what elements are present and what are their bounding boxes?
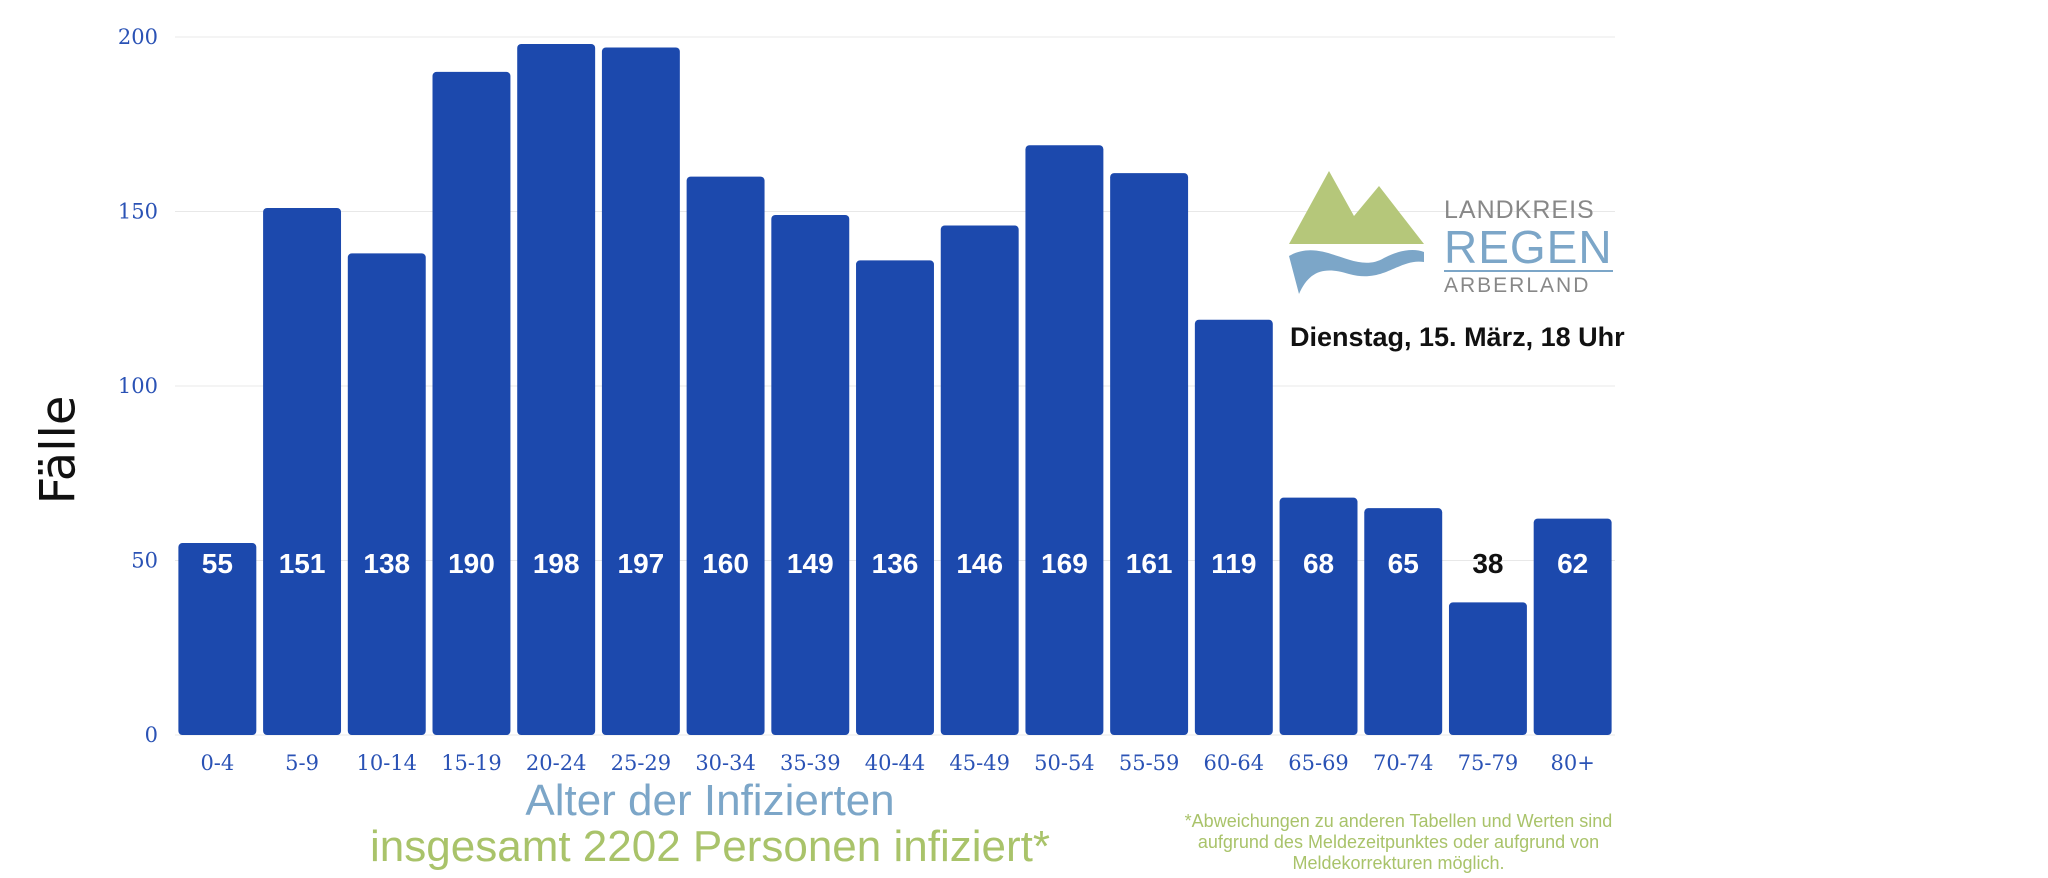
value-label: 149 bbox=[787, 548, 834, 579]
value-label: 65 bbox=[1388, 548, 1419, 579]
x-tick-labels: 0-4 5-9 10-14 15-19 20-24 25-29 30-34 35-39 40-4… bbox=[200, 751, 1594, 775]
y-tick-label: 200 bbox=[118, 25, 158, 49]
subtitle-line: insgesamt 2202 Personen infiziert* bbox=[370, 822, 1050, 871]
landkreis-regen-logo: LANDKREIS REGEN ARBERLAND bbox=[1284, 166, 1624, 306]
value-label: 55 bbox=[202, 548, 233, 579]
date-label: Dienstag, 15. März, 18 Uhr bbox=[1290, 322, 1625, 352]
x-title-line: Alter der Infizierten bbox=[525, 776, 895, 825]
bar-70-74 bbox=[1364, 508, 1443, 735]
x-tick-label: 45-49 bbox=[949, 751, 1010, 775]
bar-10-14 bbox=[347, 253, 426, 735]
logo-line1: LANDKREIS bbox=[1444, 196, 1595, 224]
value-label: 138 bbox=[363, 548, 410, 579]
x-tick-label: 5-9 bbox=[285, 751, 319, 775]
x-tick-label: 65-69 bbox=[1288, 751, 1349, 775]
value-label: 160 bbox=[702, 548, 749, 579]
bar-50-54 bbox=[1025, 145, 1104, 735]
bar-25-29 bbox=[601, 47, 680, 736]
value-labels: 55 151 138 190 198 197 160 149 136 146 169 161 119 68… bbox=[202, 548, 1588, 579]
y-tick-labels: 0 50 100 150 200 bbox=[118, 25, 158, 747]
x-tick-label: 10-14 bbox=[356, 751, 417, 775]
y-tick-label: 0 bbox=[145, 723, 158, 747]
bar-15-19 bbox=[432, 71, 511, 735]
mountain-logo-icon bbox=[1289, 171, 1424, 294]
value-label: 197 bbox=[618, 548, 665, 579]
x-tick-label: 30-34 bbox=[695, 751, 756, 775]
x-tick-label: 80+ bbox=[1550, 751, 1594, 775]
x-tick-label: 70-74 bbox=[1373, 751, 1434, 775]
logo-text: LANDKREIS REGEN ARBERLAND bbox=[1444, 196, 1613, 298]
bar-30-34 bbox=[686, 176, 765, 736]
footnote: *Abweichungen zu anderen Tabellen und We… bbox=[1184, 811, 1613, 873]
bar-60-64 bbox=[1194, 319, 1273, 735]
value-label: 119 bbox=[1211, 548, 1256, 579]
x-tick-label: 25-29 bbox=[611, 751, 672, 775]
bar-20-24 bbox=[517, 43, 596, 736]
value-label: 136 bbox=[872, 548, 919, 579]
bar-0-4 bbox=[178, 543, 257, 735]
x-tick-label: 50-54 bbox=[1034, 751, 1095, 775]
value-label: 68 bbox=[1303, 548, 1334, 579]
x-tick-label: 55-59 bbox=[1119, 751, 1180, 775]
logo-line3: ARBERLAND bbox=[1444, 270, 1613, 298]
value-label: 198 bbox=[533, 548, 580, 579]
value-label: 151 bbox=[279, 548, 326, 579]
value-label: 161 bbox=[1126, 548, 1173, 579]
bar-55-59 bbox=[1110, 173, 1189, 736]
x-tick-label: 40-44 bbox=[865, 751, 926, 775]
x-tick-label: 75-79 bbox=[1458, 751, 1519, 775]
x-tick-label: 60-64 bbox=[1204, 751, 1265, 775]
logo-line2: REGEN bbox=[1444, 221, 1613, 273]
x-tick-label: 0-4 bbox=[200, 751, 234, 775]
y-axis-label: Fälle bbox=[30, 395, 87, 505]
bar-45-49 bbox=[940, 225, 1019, 735]
x-tick-label: 35-39 bbox=[780, 751, 841, 775]
x-tick-label: 15-19 bbox=[441, 751, 502, 775]
value-label: 38 bbox=[1472, 548, 1503, 579]
bar-35-39 bbox=[771, 214, 850, 736]
value-label: 169 bbox=[1041, 548, 1088, 579]
x-axis-title: Alter der Infizierten insgesamt 2202 Per… bbox=[260, 778, 1160, 870]
bar-40-44 bbox=[856, 260, 934, 735]
bars bbox=[178, 43, 1612, 736]
bar-65-69 bbox=[1279, 497, 1358, 735]
bar-75-79 bbox=[1448, 602, 1527, 735]
y-tick-label: 150 bbox=[118, 200, 158, 224]
value-label: 62 bbox=[1557, 548, 1588, 579]
value-label: 190 bbox=[448, 548, 495, 579]
y-tick-label: 50 bbox=[131, 549, 158, 573]
bar-5-9 bbox=[263, 208, 342, 735]
y-tick-label: 100 bbox=[118, 374, 158, 398]
value-label: 146 bbox=[956, 548, 1003, 579]
bar-80+ bbox=[1533, 518, 1612, 735]
x-tick-label: 20-24 bbox=[526, 751, 587, 775]
